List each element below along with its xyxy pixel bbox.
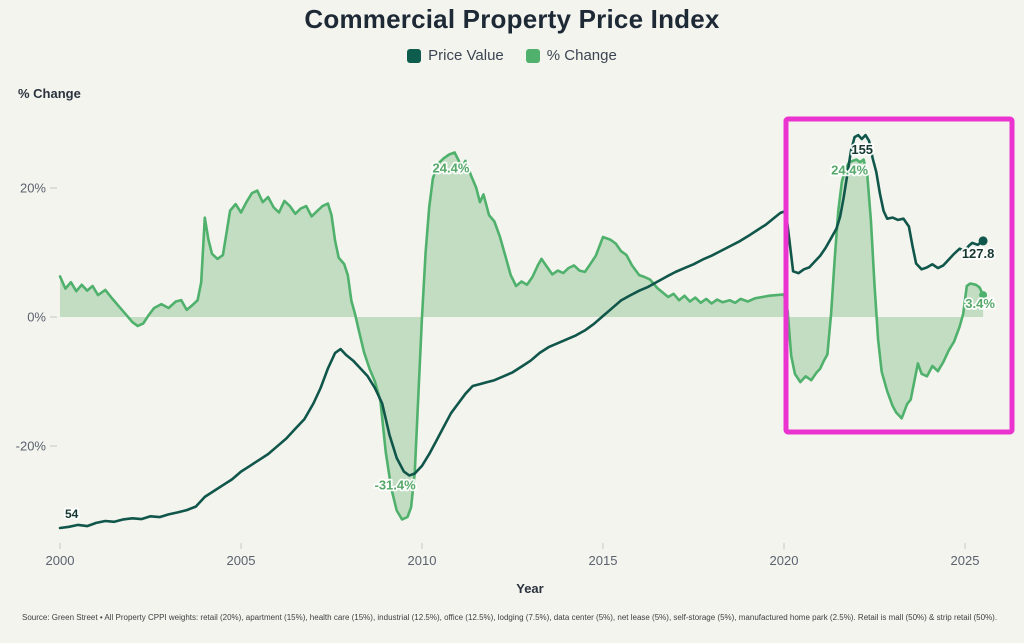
annotation-155: 155 <box>851 142 873 157</box>
price-value-line <box>58 133 985 530</box>
pct-change-end-dot <box>979 291 988 300</box>
highlight-box <box>783 116 1015 435</box>
y-tick-label: -20% <box>16 439 47 454</box>
annotation-31.4: -31.4% <box>374 478 416 493</box>
annotation-24.4: 24.4% <box>433 161 470 176</box>
x-axis-title: Year <box>516 581 544 596</box>
pct-change-line <box>58 151 985 521</box>
legend: Price Value % Change <box>0 47 1024 64</box>
chart-title: Commercial Property Price Index <box>304 4 720 34</box>
x-tick-label: 2010 <box>408 553 437 568</box>
y-tick-label: 0% <box>27 310 46 325</box>
annotation-3.4: 3.4% <box>965 296 995 311</box>
legend-label-price-value: Price Value <box>428 47 504 64</box>
x-tick-label: 2005 <box>227 553 256 568</box>
y-axis-title: % Change <box>18 86 81 101</box>
price-value-end-dot <box>978 236 988 246</box>
pct-change-swatch-icon <box>525 48 540 63</box>
x-tick-label: 2020 <box>770 553 799 568</box>
source-note: Source: Green Street • All Property CPPI… <box>22 613 998 622</box>
annotation-127.8: 127.8 <box>962 246 995 261</box>
legend-item-price-value[interactable]: Price Value <box>407 47 504 64</box>
legend-item-pct-change[interactable]: % Change <box>525 47 617 64</box>
annotation-24.4: 24.4% <box>831 163 868 178</box>
legend-label-pct-change: % Change <box>546 47 617 64</box>
y-tick-label: 20% <box>20 181 46 196</box>
annotation-54: 54 <box>65 507 79 521</box>
price-value-swatch-icon <box>407 48 422 63</box>
x-tick-label: 2015 <box>589 553 618 568</box>
x-tick-label: 2000 <box>46 553 75 568</box>
x-tick-label: 2025 <box>951 553 980 568</box>
pct-change-area <box>60 152 984 520</box>
